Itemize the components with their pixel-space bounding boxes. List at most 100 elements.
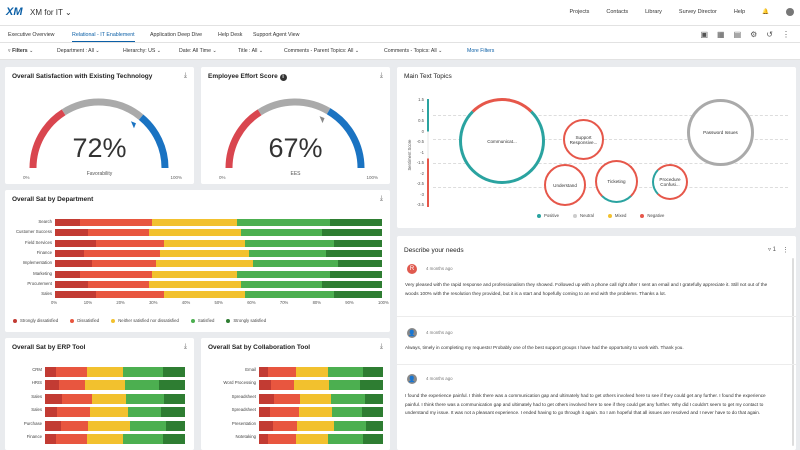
nav-survey-director[interactable]: Survey Director [678,9,717,15]
bar-segment[interactable] [297,420,334,431]
bar-segment[interactable] [127,407,161,418]
filter-comments-parent-topics[interactable]: Comments - Parent Topics: All ⌄ [284,48,360,54]
download-icon[interactable]: ⤓ [379,195,383,202]
download-icon[interactable]: ⤓ [183,343,187,350]
bar-segment[interactable] [361,407,383,418]
nav-projects[interactable]: Projects [569,9,590,15]
bar-segment[interactable] [240,280,322,288]
scrollbar[interactable] [792,258,794,446]
filter-date[interactable]: Date: All Time ⌄ [179,48,217,54]
bar-segment[interactable] [86,367,123,377]
bell-icon[interactable]: 🔔 [762,9,769,15]
bar-segment[interactable] [333,291,382,299]
bar-segment[interactable] [152,219,237,226]
tab-help-desk[interactable]: Help Desk [218,32,243,38]
bar-segment[interactable] [156,260,253,268]
bar-segment[interactable] [62,393,92,404]
bar-segment[interactable] [321,280,383,288]
bar-segment[interactable] [124,380,160,391]
filter-icon[interactable]: ▿ 1 [767,247,776,253]
settings-icon[interactable]: ⚙ [750,30,758,39]
bar-segment[interactable] [259,367,269,377]
bar-segment[interactable] [79,270,153,278]
bar-segment[interactable] [152,270,237,278]
bar-segment[interactable] [268,367,296,377]
bar-segment[interactable] [240,229,322,237]
bar-segment[interactable] [148,280,241,288]
grid-icon[interactable]: ▦ [717,30,725,39]
bar-segment[interactable] [236,270,330,278]
bar-segment[interactable] [272,420,298,431]
bubble-password-issues[interactable]: Password Issues [687,99,754,166]
more-icon[interactable]: ⋮ [782,247,789,254]
nav-contacts[interactable]: Contacts [606,9,629,15]
bar-segment[interactable] [298,407,333,418]
bar-segment[interactable] [330,393,365,404]
bar-segment[interactable] [259,380,272,391]
bar-segment[interactable] [87,280,149,288]
bar-segment[interactable] [329,270,382,278]
bar-segment[interactable] [126,393,165,404]
bar-segment[interactable] [83,249,161,257]
bar-segment[interactable] [45,393,63,404]
bar-segment[interactable] [236,219,330,226]
bar-segment[interactable] [363,367,383,377]
bar-segment[interactable] [244,239,334,247]
bar-segment[interactable] [45,407,58,418]
bar-segment[interactable] [91,260,157,268]
bar-segment[interactable] [333,239,382,247]
bar-segment[interactable] [259,420,273,431]
tab-relational-it-enablement[interactable]: Relational - IT Enablement [72,32,135,42]
bar-segment[interactable] [294,380,330,391]
bar-segment[interactable] [325,249,383,257]
bar-segment[interactable] [363,434,383,444]
bar-segment[interactable] [259,393,275,404]
bar-segment[interactable] [85,380,125,391]
bar-segment[interactable] [160,249,249,257]
bar-segment[interactable] [45,420,61,431]
bar-segment[interactable] [122,367,163,377]
download-icon[interactable]: ⤓ [379,343,383,350]
filter-hierarchy[interactable]: Hierarchy: US ⌄ [123,48,162,54]
bar-segment[interactable] [91,393,127,404]
bar-segment[interactable] [87,229,149,237]
bar-segment[interactable] [95,239,165,247]
bar-segment[interactable] [259,434,269,444]
bar-segment[interactable] [329,219,382,226]
bar-segment[interactable] [86,434,123,444]
bar-segment[interactable] [55,291,96,299]
bar-segment[interactable] [55,434,87,444]
bar-segment[interactable] [95,291,165,299]
bar-segment[interactable] [55,280,88,288]
filters-toggle[interactable]: ▿ Filters ⌄ [8,48,34,54]
app-title[interactable]: XM for IT ⌄ [30,8,72,17]
layout-icon[interactable]: ▣ [700,30,708,39]
more-filters-link[interactable]: More Filters [467,48,495,54]
bar-segment[interactable] [244,291,334,299]
bar-segment[interactable] [269,407,299,418]
bar-segment[interactable] [164,291,245,299]
bar-segment[interactable] [327,367,364,377]
bar-segment[interactable] [164,239,245,247]
more-icon[interactable]: ⋮ [782,30,790,39]
bar-segment[interactable] [159,380,186,391]
bar-segment[interactable] [164,393,185,404]
bar-segment[interactable] [366,420,383,431]
bar-segment[interactable] [60,420,89,431]
bar-segment[interactable] [252,260,338,268]
bar-segment[interactable] [55,260,92,268]
bar-segment[interactable] [45,434,56,444]
bar-segment[interactable] [332,407,362,418]
bar-segment[interactable] [327,434,364,444]
download-icon[interactable]: ⤓ [183,72,187,79]
nav-help[interactable]: Help [733,9,746,15]
bar-segment[interactable] [90,407,128,418]
bar-segment[interactable] [248,249,326,257]
bar-segment[interactable] [165,420,186,431]
tab-support-agent-view[interactable]: Support Agent View [253,32,300,38]
bar-segment[interactable] [274,393,301,404]
bar-segment[interactable] [59,380,86,391]
bar-segment[interactable] [45,380,59,391]
bar-segment[interactable] [259,407,270,418]
bar-segment[interactable] [88,420,130,431]
